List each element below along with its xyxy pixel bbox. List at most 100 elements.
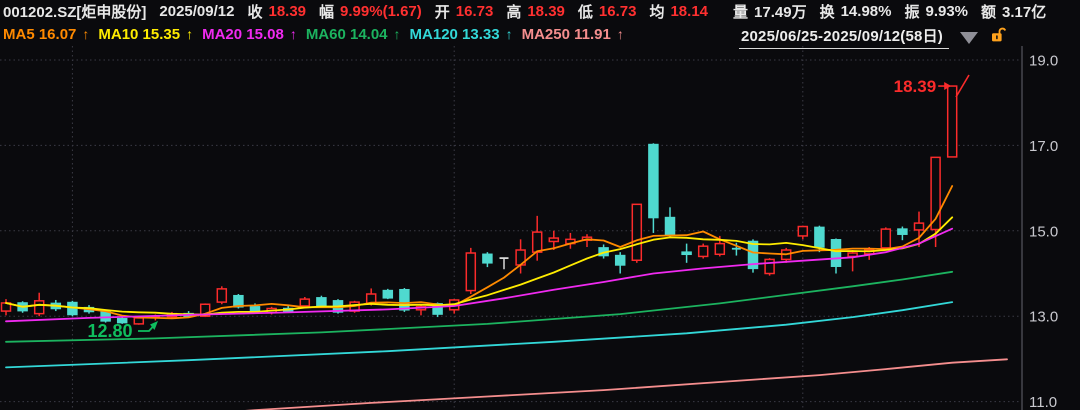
- candle-body: [614, 254, 626, 266]
- ma-line-ma60: [5, 270, 954, 343]
- candle-body: [499, 257, 509, 260]
- candle-body: [316, 297, 327, 307]
- candle-body: [797, 225, 809, 237]
- quote-field: 幅 9.99%(1.67): [319, 1, 422, 22]
- candle-body: [249, 306, 261, 312]
- ma-legend-text: MA10 15.35: [98, 25, 181, 43]
- quote-header-bar: 001202.SZ[炬申股份] 2025/09/12 收 18.39 幅 9.99%(…: [0, 0, 1080, 23]
- high-price-annotation: 18.39: [894, 77, 937, 96]
- candle-body: [913, 222, 925, 231]
- ma-up-arrow-icon: ↑: [393, 26, 401, 42]
- unlocked-padlock-icon[interactable]: [989, 26, 1006, 47]
- candle-body: [897, 228, 908, 235]
- ma-bar: MA5 16.07 ↑ MA10 15.35 ↑ MA20 15.08 ↑ MA60 14.…: [0, 23, 1080, 49]
- quote-field-value: 9.93%: [925, 3, 969, 20]
- ma-legend-text: MA250 11.91: [521, 25, 611, 43]
- ma-line-ma5: [5, 185, 954, 320]
- low-price-annotation: 12.80: [87, 321, 132, 341]
- range-controls: 2025/06/25-2025/09/12(58日): [738, 25, 1006, 49]
- candle-body: [531, 231, 543, 253]
- quote-field-label: 低: [577, 4, 593, 21]
- quote-field: 收 18.39: [247, 1, 306, 22]
- quote-field-label: 均: [649, 4, 665, 21]
- quote-field-label: 振: [904, 4, 920, 21]
- quote-field: 换 14.98%: [820, 1, 892, 22]
- ma-line-ma20: [5, 227, 954, 323]
- ma-legend-item: MA5 16.07 ↑: [3, 26, 89, 43]
- y-axis-tick-label: 17.0: [1029, 138, 1058, 155]
- ma-values: MA5 16.07 ↑ MA10 15.35 ↑ MA20 15.08 ↑ MA60 14.…: [3, 26, 624, 43]
- quote-field-label: 幅: [319, 4, 335, 21]
- quote-field-label: 开: [434, 4, 450, 21]
- low-annotation-arrow: [138, 325, 155, 332]
- ma-legend-item: MA250 11.91 ↑: [522, 26, 624, 43]
- candle-body: [697, 245, 709, 258]
- candle-body: [133, 317, 145, 325]
- quote-date: 2025/09/12: [159, 3, 235, 20]
- low-annotation-arrowhead: [150, 321, 158, 330]
- quote-field-value: 16.73: [598, 3, 637, 20]
- y-axis-tick-label: 19.0: [1029, 53, 1058, 70]
- candle-body: [930, 156, 941, 231]
- ma-legend-item: MA20 15.08 ↑: [202, 26, 297, 43]
- y-axis-tick-label: 13.0: [1029, 309, 1058, 326]
- trend-tick: [955, 74, 970, 98]
- quote-field-label: 高: [506, 4, 522, 21]
- ma-up-arrow-icon: ↑: [505, 26, 513, 42]
- ma-line-ma10: [5, 216, 954, 316]
- ma-legend-item: MA60 14.04 ↑: [306, 26, 401, 43]
- ma-legend-item: MA120 13.33 ↑: [410, 26, 513, 43]
- quote-field: 低 16.73: [578, 1, 637, 22]
- candle-body: [814, 226, 825, 248]
- ma-legend-item: MA10 15.35 ↑: [98, 26, 193, 43]
- quote-field-value: 18.39: [268, 3, 307, 20]
- quote-field-label: 额: [981, 4, 997, 21]
- candle-body: [199, 303, 211, 317]
- ma-legend-text: MA120 13.33: [409, 25, 500, 43]
- candle-body: [299, 298, 311, 307]
- quote-field: 额 3.17亿: [981, 1, 1046, 22]
- quote-field-value: 9.99%(1.67): [340, 3, 422, 20]
- quote-field-label: 换: [819, 4, 835, 21]
- candle-body: [946, 85, 958, 158]
- quote-field-value: 18.39: [527, 3, 565, 20]
- y-axis-tick-label: 11.0: [1029, 394, 1057, 410]
- ma-line-ma120: [5, 301, 954, 369]
- ma-legend-text: MA20 15.08: [202, 25, 284, 43]
- candle-body: [548, 237, 560, 243]
- stock-symbol: 001202.SZ[炬申股份]: [3, 4, 147, 21]
- candle-body: [33, 300, 45, 315]
- candle-body: [216, 288, 228, 303]
- candle-body: [664, 216, 676, 236]
- quote-field: 量 17.49万: [733, 1, 807, 22]
- candle-body: [482, 253, 493, 264]
- candle-body: [830, 239, 842, 267]
- quote-field: 均 18.14: [649, 1, 708, 22]
- candle-body: [382, 289, 394, 299]
- candle-body: [731, 247, 741, 250]
- quote-field-value: 16.73: [455, 3, 494, 20]
- quote-field-value: 3.17亿: [1002, 4, 1047, 21]
- candle-body: [399, 288, 410, 311]
- quote-field-label: 收: [247, 4, 263, 21]
- candle-body: [714, 242, 726, 256]
- date-range-selector[interactable]: 2025/06/25-2025/09/12(58日): [738, 25, 949, 49]
- candle-body: [116, 318, 128, 324]
- quote-fields: 收 18.39 幅 9.99%(1.67) 开 16.73 高 18.39 低 16.73 均 18.…: [247, 1, 1046, 22]
- y-axis-tick-label: 15.0: [1029, 223, 1058, 240]
- candle-body: [465, 252, 477, 292]
- ma-up-arrow-icon: ↑: [616, 26, 624, 42]
- dropdown-triangle-icon[interactable]: [960, 32, 978, 44]
- high-annotation-arrowhead: [944, 82, 952, 91]
- quote-field: 开 16.73: [435, 1, 494, 22]
- candle-body: [764, 258, 775, 275]
- candle-body: [880, 228, 892, 249]
- quote-field-value: 17.49万: [754, 4, 807, 21]
- ma-up-arrow-icon: ↑: [82, 26, 90, 42]
- quote-field: 振 9.93%: [904, 1, 968, 22]
- quote-field: 高 18.39: [506, 1, 565, 22]
- candle-body: [681, 251, 692, 256]
- ma-up-arrow-icon: ↑: [289, 26, 297, 42]
- candle-body: [747, 240, 759, 270]
